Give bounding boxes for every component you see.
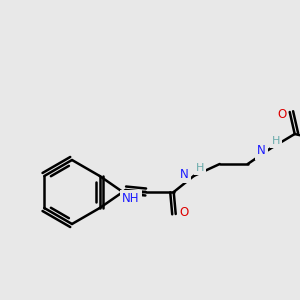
Text: N: N <box>257 145 266 158</box>
Text: NH: NH <box>122 193 140 206</box>
Text: N: N <box>180 167 189 181</box>
Text: H: H <box>272 136 280 146</box>
Text: O: O <box>277 107 286 121</box>
Text: O: O <box>179 206 188 218</box>
Text: H: H <box>196 163 204 173</box>
